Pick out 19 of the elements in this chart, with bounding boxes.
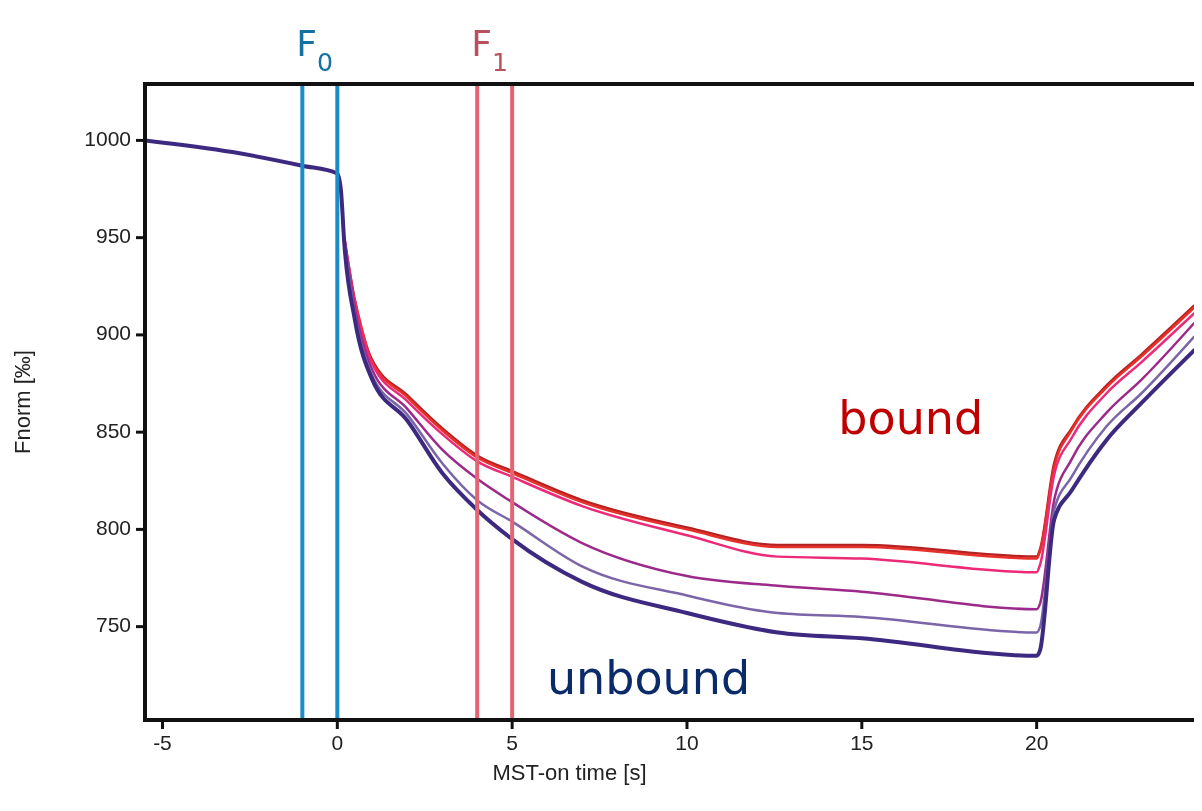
annotation: unbound (546, 651, 751, 706)
y-axis-title: Fnorm [‰] (10, 350, 35, 454)
y-tick-label: 850 (95, 418, 131, 442)
x-tick-label: 5 (506, 731, 518, 754)
x-tick-label: 20 (1024, 731, 1049, 754)
ref-line-label: F$_{1}$ (471, 23, 508, 77)
x-tick-label: 0 (331, 731, 344, 754)
x-tick-label: 15 (850, 731, 874, 754)
x-tick-label: -5 (153, 731, 172, 754)
annotation: bound (838, 390, 984, 445)
ref-line-label: F$_{0}$ (296, 23, 334, 77)
y-tick-label: 900 (95, 321, 131, 345)
y-tick-label: 1000 (84, 126, 131, 150)
x-tick-label: 10 (675, 731, 699, 754)
y-tick-label: 800 (95, 515, 131, 539)
y-tick-label: 950 (95, 224, 131, 248)
x-axis-title: MST-on time [s] (492, 760, 647, 785)
y-tick-label: 750 (95, 613, 131, 637)
line-series (145, 138, 1194, 658)
